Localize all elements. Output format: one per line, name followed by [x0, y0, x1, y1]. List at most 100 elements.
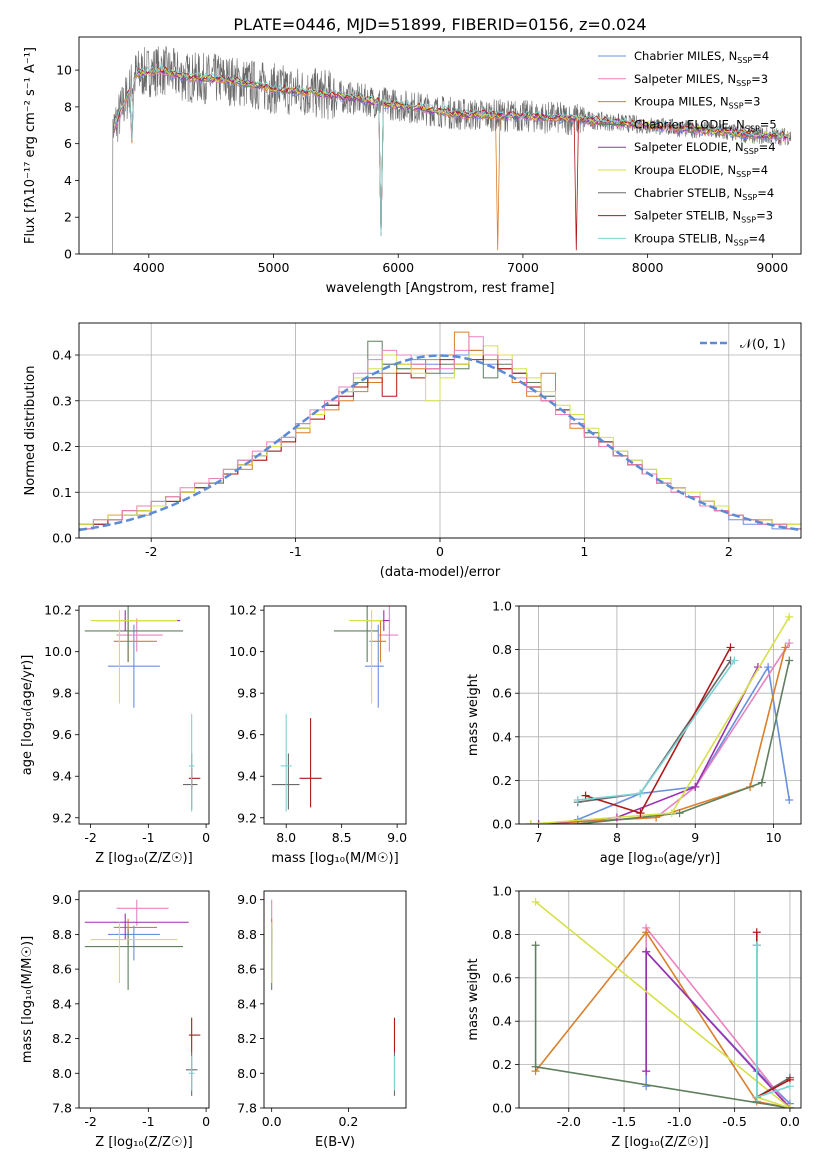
weight-line [530, 660, 791, 824]
y-tick-label: 0.2 [52, 439, 72, 454]
weight-marker [531, 1062, 540, 1071]
x-tick-label: -1.5 [612, 1114, 636, 1129]
y-tick-label: 8.6 [237, 962, 257, 977]
weight-marker [534, 820, 543, 824]
y-tick-label: 9.2 [237, 810, 257, 825]
x-axis-label: Z [log₁₀(Z/Z☉)] [95, 851, 192, 866]
spectrum-model-line [113, 64, 790, 236]
y-tick-label: 10 [56, 63, 72, 78]
x-tick-label: 8.5 [332, 830, 352, 845]
histogram-series [79, 336, 801, 538]
weight-marker [675, 809, 684, 818]
legend-label: Kroupa ELODIE, NSSP=4 [634, 163, 768, 179]
x-tick-label: 4000 [133, 260, 165, 275]
axes-frame [263, 605, 407, 825]
weight-marker [642, 1067, 651, 1076]
y-tick-label: 7.8 [52, 1101, 72, 1116]
weight-marker [636, 789, 645, 798]
weight-marker [636, 809, 645, 818]
x-tick-label: -0.5 [722, 1114, 746, 1129]
axes-frame [78, 605, 210, 825]
y-tick-label: 4 [64, 173, 72, 188]
chart-panel-0: 4000 5000 6000 7000 8000 9000 0 2 4 6 8 10 wavelengt… [23, 36, 802, 296]
x-tick-label: 10 [766, 830, 782, 845]
weight-line [530, 616, 790, 824]
y-tick-label: 0.2 [492, 1057, 512, 1072]
chart-panel-3: 8.0 8.5 9.0 9.2 9.4 9.6 9.8 10.0 10.2 mass [log₁₀… [229, 603, 407, 866]
legend-label: Chabrier STELIB, NSSP=4 [634, 186, 774, 202]
axes-frame [518, 605, 802, 825]
y-tick-label: 9.4 [52, 769, 72, 784]
y-tick-label: 6 [64, 136, 72, 151]
y-tick-label: 1.0 [492, 884, 512, 899]
y-tick-label: 7.8 [237, 1101, 257, 1116]
legend-label: Chabrier ELODIE, NSSP=5 [634, 117, 777, 133]
weight-line [535, 901, 791, 1108]
y-tick-label: 8.8 [52, 927, 72, 942]
weight-marker [531, 897, 540, 906]
weight-marker [785, 796, 794, 805]
normal-curve [78, 354, 802, 532]
x-tick-label: 0 [436, 544, 444, 559]
y-tick-label: 9.2 [52, 810, 72, 825]
weight-marker [531, 941, 540, 950]
y-tick-label: 1.0 [492, 599, 512, 614]
spectrum-model-line [113, 67, 790, 236]
x-tick-label: 5000 [258, 260, 290, 275]
x-tick-label: 0.0 [780, 1114, 800, 1129]
y-tick-label: 8 [64, 99, 72, 114]
x-tick-label: -2 [145, 544, 157, 559]
y-tick-label: 9.8 [237, 686, 257, 701]
legend-label: Kroupa MILES, NSSP=3 [634, 95, 760, 111]
legend: Chabrier MILES, NSSP=4 Salpeter MILES, NS… [598, 49, 777, 247]
legend-label: Salpeter ELODIE, NSSP=4 [634, 140, 776, 156]
weight-marker [785, 656, 794, 665]
spectrum-model-line [113, 71, 790, 236]
weight-marker [752, 1093, 761, 1102]
chart-panel-1: -2 -1 0 1 2 0.0 0.1 0.2 0.3 0.4 (data-model)/error… [23, 322, 802, 580]
chart-title: PLATE=0446, MJD=51899, FIBERID=0156, z=0… [233, 15, 646, 34]
x-tick-label: 0.2 [338, 1114, 358, 1129]
weight-line [534, 930, 791, 1108]
chart-panel-4: 7 8 9 10 0.0 0.2 0.4 0.6 0.8 1.0 age [log₁₀(age/yr… [466, 599, 802, 866]
y-axis-label: mass [log₁₀(M/M☉)] [20, 936, 35, 1063]
x-tick-label: -1 [142, 1114, 154, 1129]
y-tick-label: 0.4 [52, 348, 72, 363]
chart-panel-2: -2 -1 0 9.2 9.4 9.6 9.8 10.0 10.2 Z [log₁₀(Z/Z☉)]… [20, 603, 210, 866]
y-tick-label: 8.4 [52, 996, 72, 1011]
weight-line [577, 660, 736, 801]
y-tick-label: 8.0 [237, 1066, 257, 1081]
legend-label: Salpeter MILES, NSSP=3 [634, 72, 768, 88]
y-tick-label: 9.4 [237, 769, 257, 784]
weight-marker [726, 643, 735, 652]
y-axis-label: mass weight [466, 674, 481, 756]
weight-marker [757, 778, 766, 787]
y-axis-label: mass weight [466, 958, 481, 1040]
chart-panel-6: 0.0 0.2 7.8 8.0 8.2 8.4 8.6 8.8 9.0 E(B-V) [237, 890, 407, 1150]
axes-frame [518, 890, 802, 1109]
weight-marker [785, 612, 794, 621]
weight-marker [642, 947, 651, 956]
weight-line [538, 666, 759, 824]
x-tick-label: 2 [725, 544, 733, 559]
y-tick-label: 10.0 [229, 644, 257, 659]
x-tick-label: 0 [202, 830, 210, 845]
y-tick-label: 8.2 [52, 1031, 72, 1046]
x-tick-label: -2.0 [557, 1114, 581, 1129]
weight-marker [573, 796, 582, 805]
y-tick-label: 10.2 [44, 603, 72, 618]
x-tick-label: -1 [289, 544, 301, 559]
x-tick-label: 9000 [756, 260, 788, 275]
weight-marker [526, 820, 535, 824]
x-axis-label: E(B-V) [315, 1135, 355, 1150]
y-tick-label: 8.0 [52, 1066, 72, 1081]
x-tick-label: 8000 [632, 260, 664, 275]
weight-marker [785, 1082, 794, 1091]
y-tick-label: 0.3 [52, 393, 72, 408]
y-tick-label: 0.8 [492, 927, 512, 942]
y-tick-label: 8.4 [237, 996, 257, 1011]
x-tick-label: 0 [202, 1114, 210, 1129]
x-axis-label: mass [log₁₀(M/M☉)] [271, 851, 398, 866]
weight-marker [642, 1082, 651, 1091]
